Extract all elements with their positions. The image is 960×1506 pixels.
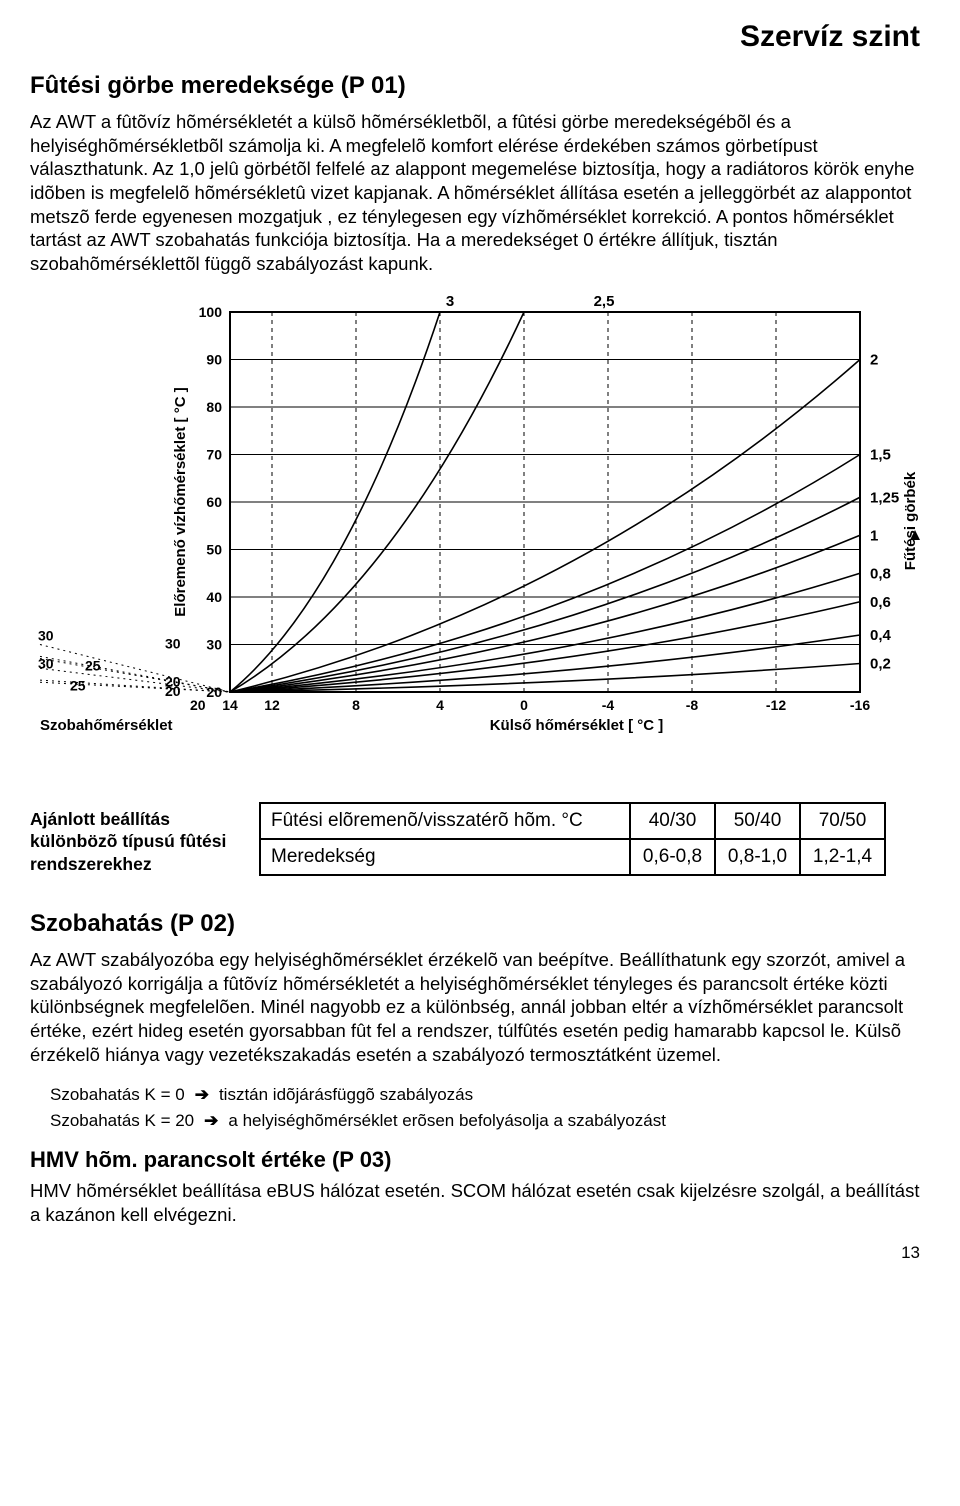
k-factor-list: Szobahatás K = 0 ➔ tisztán idõjárásfüggõ… — [50, 1082, 920, 1133]
arrow-icon: ➔ — [204, 1108, 218, 1134]
section1-title: Fûtési görbe meredeksége (P 01) — [30, 72, 920, 100]
svg-text:20: 20 — [190, 697, 206, 713]
svg-text:0: 0 — [520, 697, 528, 713]
svg-text:30: 30 — [38, 627, 54, 643]
svg-text:8: 8 — [352, 697, 360, 713]
section3-title: HMV hõm. parancsolt értéke (P 03) — [30, 1147, 920, 1173]
page-number: 13 — [30, 1243, 920, 1263]
svg-text:90: 90 — [206, 351, 222, 367]
svg-text:Fűtési görbék: Fűtési görbék — [902, 471, 919, 570]
section3-body: HMV hõmérséklet beállítása eBUS hálózat … — [30, 1179, 920, 1226]
table-row: Meredekség 0,6-0,8 0,8-1,0 1,2-1,4 — [260, 839, 885, 875]
svg-text:0,4: 0,4 — [870, 627, 892, 644]
k20-right: a helyiséghõmérséklet erõsen befolyásolj… — [228, 1108, 666, 1134]
recommendation-table: Fûtési elõremenõ/visszatérõ hõm. °C 40/3… — [259, 802, 886, 876]
table-row: Fûtési elõremenõ/visszatérõ hõm. °C 40/3… — [260, 803, 885, 839]
svg-text:14: 14 — [222, 697, 238, 713]
svg-text:1,5: 1,5 — [870, 446, 891, 463]
cell: 40/30 — [630, 803, 715, 839]
cell: 1,2-1,4 — [800, 839, 885, 875]
svg-text:1: 1 — [870, 527, 878, 544]
svg-text:40: 40 — [206, 589, 222, 605]
svg-text:25: 25 — [85, 657, 101, 673]
svg-text:60: 60 — [206, 494, 222, 510]
svg-text:-4: -4 — [602, 697, 615, 713]
k0-right: tisztán idõjárásfüggõ szabályozás — [219, 1082, 473, 1108]
svg-text:30: 30 — [38, 655, 54, 671]
svg-text:50: 50 — [206, 541, 222, 557]
svg-text:20: 20 — [206, 684, 222, 700]
cell: 0,6-0,8 — [630, 839, 715, 875]
svg-text:-12: -12 — [766, 697, 786, 713]
svg-text:80: 80 — [206, 399, 222, 415]
svg-text:3: 3 — [446, 293, 454, 310]
section2-title: Szobahatás (P 02) — [30, 910, 920, 938]
heating-curve-chart: 10090807060504030201412840-4-8-12-1632,5… — [30, 292, 930, 762]
k20-left: Szobahatás K = 20 — [50, 1108, 194, 1134]
page-header: Szervíz szint — [30, 20, 920, 54]
svg-text:20: 20 — [165, 673, 181, 689]
svg-text:-8: -8 — [686, 697, 699, 713]
section1-body: Az AWT a fûtõvíz hõmérsékletét a külsõ h… — [30, 110, 920, 276]
section2-body: Az AWT szabályozóba egy helyiséghõmérsék… — [30, 948, 920, 1066]
cell-header1: Fûtési elõremenõ/visszatérõ hõm. °C — [260, 803, 630, 839]
svg-text:100: 100 — [199, 304, 223, 320]
svg-text:0,2: 0,2 — [870, 655, 891, 672]
svg-text:4: 4 — [436, 697, 444, 713]
svg-text:12: 12 — [264, 697, 280, 713]
cell: 70/50 — [800, 803, 885, 839]
svg-text:-16: -16 — [850, 697, 870, 713]
svg-text:25: 25 — [70, 677, 86, 693]
svg-text:2,5: 2,5 — [594, 293, 615, 310]
cell-header2: Meredekség — [260, 839, 630, 875]
svg-text:30: 30 — [206, 636, 222, 652]
svg-text:Előremenő vízhőmérséklet [ °C: Előremenő vízhőmérséklet [ °C ] — [172, 387, 189, 616]
svg-text:1,25: 1,25 — [870, 489, 899, 506]
svg-text:70: 70 — [206, 446, 222, 462]
table-caption: Ajánlott beállítás különbözõ típusú fûté… — [30, 802, 235, 876]
svg-text:30: 30 — [165, 635, 181, 651]
cell: 50/40 — [715, 803, 800, 839]
svg-text:Szobahőmérséklet: Szobahőmérséklet — [40, 717, 173, 734]
svg-text:2: 2 — [870, 351, 878, 368]
cell: 0,8-1,0 — [715, 839, 800, 875]
arrow-icon: ➔ — [195, 1082, 209, 1108]
svg-text:0,8: 0,8 — [870, 565, 891, 582]
recommendation-table-block: Ajánlott beállítás különbözõ típusú fûté… — [30, 802, 920, 876]
svg-text:Külső hőmérséklet [ °C ]: Külső hőmérséklet [ °C ] — [490, 717, 664, 734]
k0-left: Szobahatás K = 0 — [50, 1082, 185, 1108]
svg-text:0,6: 0,6 — [870, 593, 891, 610]
